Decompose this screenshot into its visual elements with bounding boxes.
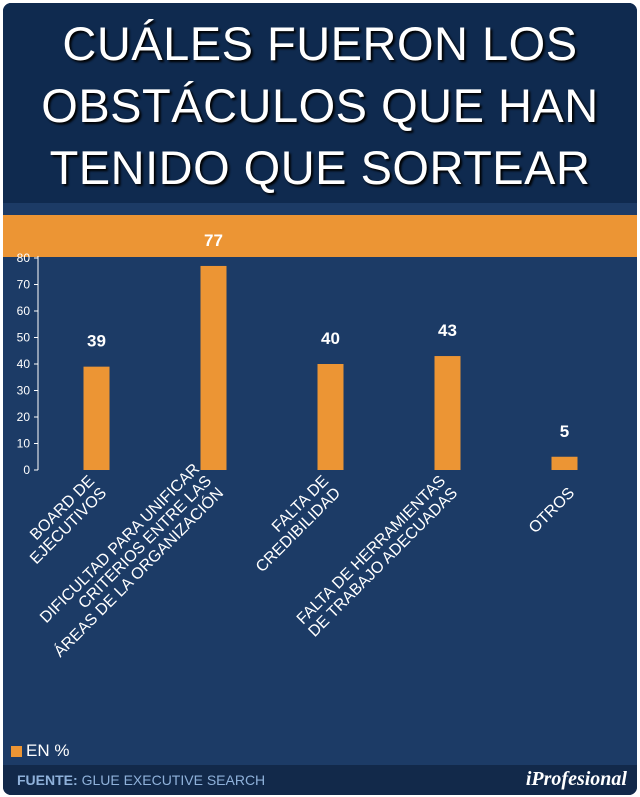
legend-swatch (11, 745, 22, 757)
legend-label: EN % (26, 741, 70, 760)
bar-value-label: 40 (321, 329, 340, 348)
y-tick-label: 60 (17, 304, 31, 318)
bar-chart: 0 10 20 30 40 50 60 70 80 39 77 40 43 5 BOARD DEEJECUT… (17, 231, 579, 661)
source-label: FUENTE: (17, 772, 78, 788)
bar (434, 356, 461, 470)
y-tick-label: 40 (17, 357, 31, 371)
footer: FUENTE: GLUE EXECUTIVE SEARCH iProfesion… (3, 765, 637, 795)
y-tick-label: 0 (23, 463, 30, 477)
infographic-card: CUÁLES FUERON LOS OBSTÁCULOS QUE HAN TEN… (3, 3, 637, 795)
title-box: CUÁLES FUERON LOS OBSTÁCULOS QUE HAN TEN… (3, 3, 637, 203)
x-category-label-line: OTROS (526, 485, 578, 537)
bar (551, 456, 578, 470)
bar-value-label: 39 (87, 332, 106, 351)
source-text: GLUE EXECUTIVE SEARCH (81, 772, 266, 788)
bar-value-label: 43 (438, 321, 457, 340)
title-line-1: CUÁLES FUERON LOS (62, 17, 578, 70)
legend: EN % (11, 741, 69, 761)
y-tick-label: 30 (17, 384, 31, 398)
brand-logo: iProfesional (525, 768, 627, 790)
title-line-3: TENIDO QUE SORTEAR (49, 141, 591, 194)
y-tick-label: 20 (17, 410, 31, 424)
source-note: FUENTE: GLUE EXECUTIVE SEARCH (17, 772, 265, 788)
y-tick-label: 50 (17, 331, 31, 345)
bar (317, 364, 344, 470)
y-tick-label: 10 (17, 437, 31, 451)
title-line-2: OBSTÁCULOS QUE HAN (41, 79, 599, 132)
y-tick-label: 70 (17, 278, 31, 292)
bar (200, 265, 227, 470)
chart-title: CUÁLES FUERON LOS OBSTÁCULOS QUE HAN TEN… (3, 13, 637, 199)
x-category-label: OTROS (526, 485, 578, 537)
bar-value-label: 5 (560, 422, 569, 441)
bar (83, 366, 110, 470)
y-tick-label: 80 (17, 251, 31, 265)
bar-value-label: 77 (204, 231, 223, 250)
highlight-banner (3, 215, 637, 257)
